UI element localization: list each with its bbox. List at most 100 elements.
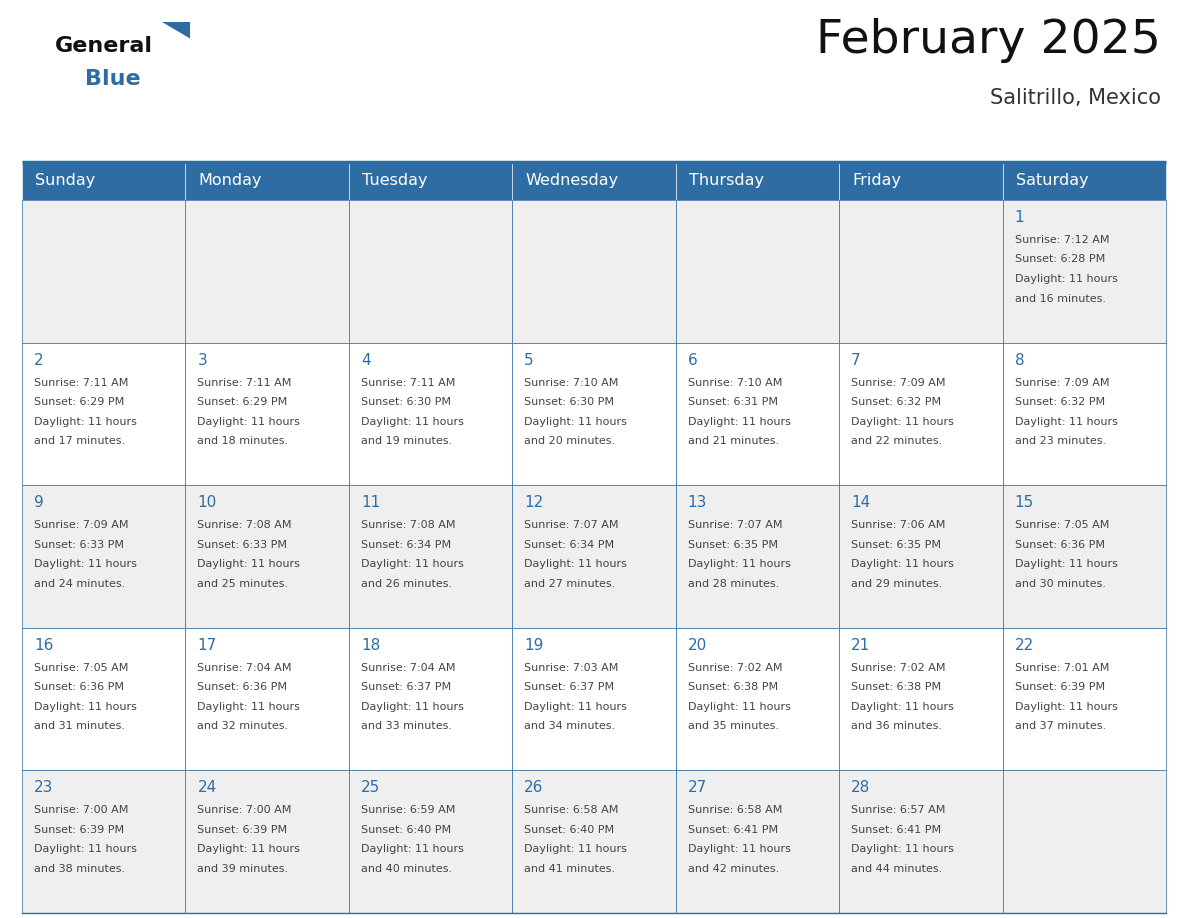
Text: Sunrise: 7:08 AM: Sunrise: 7:08 AM bbox=[197, 521, 292, 531]
Text: Daylight: 11 hours: Daylight: 11 hours bbox=[524, 701, 627, 711]
Bar bbox=[349, 342, 512, 486]
Text: 14: 14 bbox=[851, 495, 871, 510]
Text: 11: 11 bbox=[361, 495, 380, 510]
Bar bbox=[839, 162, 1003, 200]
Text: Sunset: 6:34 PM: Sunset: 6:34 PM bbox=[361, 540, 451, 550]
Bar bbox=[185, 162, 349, 200]
Text: and 28 minutes.: and 28 minutes. bbox=[688, 578, 779, 588]
Bar bbox=[512, 200, 676, 342]
Text: and 42 minutes.: and 42 minutes. bbox=[688, 864, 779, 874]
Text: Sunrise: 7:10 AM: Sunrise: 7:10 AM bbox=[688, 377, 782, 387]
Text: and 25 minutes.: and 25 minutes. bbox=[197, 578, 289, 588]
Text: 6: 6 bbox=[688, 353, 697, 367]
Bar bbox=[185, 770, 349, 913]
Text: Sunrise: 7:10 AM: Sunrise: 7:10 AM bbox=[524, 377, 619, 387]
Text: Sunset: 6:41 PM: Sunset: 6:41 PM bbox=[851, 825, 941, 834]
Text: 13: 13 bbox=[688, 495, 707, 510]
Text: Salitrillo, Mexico: Salitrillo, Mexico bbox=[990, 88, 1161, 108]
Bar bbox=[185, 200, 349, 342]
Text: Daylight: 11 hours: Daylight: 11 hours bbox=[524, 845, 627, 855]
Text: Sunset: 6:40 PM: Sunset: 6:40 PM bbox=[361, 825, 451, 834]
Text: Saturday: Saturday bbox=[1016, 174, 1088, 188]
Text: Sunset: 6:41 PM: Sunset: 6:41 PM bbox=[688, 825, 778, 834]
Text: Sunset: 6:38 PM: Sunset: 6:38 PM bbox=[688, 682, 778, 692]
Text: Daylight: 11 hours: Daylight: 11 hours bbox=[34, 701, 137, 711]
Bar bbox=[676, 200, 839, 342]
Bar bbox=[23, 342, 185, 486]
Text: and 44 minutes.: and 44 minutes. bbox=[851, 864, 942, 874]
Text: Thursday: Thursday bbox=[689, 174, 764, 188]
Text: Sunrise: 7:03 AM: Sunrise: 7:03 AM bbox=[524, 663, 619, 673]
Text: and 20 minutes.: and 20 minutes. bbox=[524, 436, 615, 446]
Text: 22: 22 bbox=[1015, 638, 1034, 653]
Text: and 26 minutes.: and 26 minutes. bbox=[361, 578, 451, 588]
Text: Daylight: 11 hours: Daylight: 11 hours bbox=[361, 559, 463, 569]
Text: Tuesday: Tuesday bbox=[362, 174, 428, 188]
Text: Daylight: 11 hours: Daylight: 11 hours bbox=[1015, 701, 1118, 711]
Text: Sunset: 6:34 PM: Sunset: 6:34 PM bbox=[524, 540, 614, 550]
Text: Daylight: 11 hours: Daylight: 11 hours bbox=[524, 559, 627, 569]
Text: Sunrise: 7:01 AM: Sunrise: 7:01 AM bbox=[1015, 663, 1108, 673]
Bar bbox=[676, 342, 839, 486]
Text: 3: 3 bbox=[197, 353, 207, 367]
Bar bbox=[839, 200, 1003, 342]
Text: 5: 5 bbox=[524, 353, 533, 367]
Text: Sunrise: 7:11 AM: Sunrise: 7:11 AM bbox=[197, 377, 292, 387]
Bar bbox=[512, 162, 676, 200]
Bar bbox=[349, 770, 512, 913]
Text: 17: 17 bbox=[197, 638, 216, 653]
Text: Sunrise: 7:12 AM: Sunrise: 7:12 AM bbox=[1015, 235, 1110, 245]
Text: 20: 20 bbox=[688, 638, 707, 653]
Text: Sunset: 6:32 PM: Sunset: 6:32 PM bbox=[851, 397, 941, 407]
Text: 8: 8 bbox=[1015, 353, 1024, 367]
Text: Sunset: 6:30 PM: Sunset: 6:30 PM bbox=[361, 397, 451, 407]
Text: Sunday: Sunday bbox=[34, 174, 95, 188]
Text: 1: 1 bbox=[1015, 210, 1024, 225]
Text: Daylight: 11 hours: Daylight: 11 hours bbox=[197, 559, 301, 569]
Text: Daylight: 11 hours: Daylight: 11 hours bbox=[361, 417, 463, 427]
Bar bbox=[349, 200, 512, 342]
Text: Sunset: 6:36 PM: Sunset: 6:36 PM bbox=[1015, 540, 1105, 550]
Text: Sunset: 6:37 PM: Sunset: 6:37 PM bbox=[524, 682, 614, 692]
Text: Sunrise: 7:00 AM: Sunrise: 7:00 AM bbox=[34, 805, 128, 815]
Bar bbox=[839, 770, 1003, 913]
Text: Daylight: 11 hours: Daylight: 11 hours bbox=[34, 417, 137, 427]
Text: Sunset: 6:38 PM: Sunset: 6:38 PM bbox=[851, 682, 941, 692]
Text: Daylight: 11 hours: Daylight: 11 hours bbox=[851, 417, 954, 427]
Text: Daylight: 11 hours: Daylight: 11 hours bbox=[524, 417, 627, 427]
Text: Sunrise: 7:11 AM: Sunrise: 7:11 AM bbox=[361, 377, 455, 387]
Text: Daylight: 11 hours: Daylight: 11 hours bbox=[688, 559, 790, 569]
Text: Sunrise: 7:04 AM: Sunrise: 7:04 AM bbox=[361, 663, 455, 673]
Text: and 31 minutes.: and 31 minutes. bbox=[34, 722, 125, 732]
Text: Sunset: 6:30 PM: Sunset: 6:30 PM bbox=[524, 397, 614, 407]
Text: 7: 7 bbox=[851, 353, 861, 367]
Text: and 27 minutes.: and 27 minutes. bbox=[524, 578, 615, 588]
Text: and 38 minutes.: and 38 minutes. bbox=[34, 864, 125, 874]
Text: Sunrise: 7:07 AM: Sunrise: 7:07 AM bbox=[524, 521, 619, 531]
Text: and 22 minutes.: and 22 minutes. bbox=[851, 436, 942, 446]
Bar bbox=[512, 628, 676, 770]
Text: and 34 minutes.: and 34 minutes. bbox=[524, 722, 615, 732]
Text: Sunset: 6:36 PM: Sunset: 6:36 PM bbox=[197, 682, 287, 692]
Text: and 30 minutes.: and 30 minutes. bbox=[1015, 578, 1106, 588]
Text: and 41 minutes.: and 41 minutes. bbox=[524, 864, 615, 874]
Text: Daylight: 11 hours: Daylight: 11 hours bbox=[197, 701, 301, 711]
Text: Daylight: 11 hours: Daylight: 11 hours bbox=[34, 559, 137, 569]
Bar bbox=[23, 628, 185, 770]
Text: 26: 26 bbox=[524, 780, 544, 795]
Text: Sunrise: 6:58 AM: Sunrise: 6:58 AM bbox=[524, 805, 619, 815]
Text: and 36 minutes.: and 36 minutes. bbox=[851, 722, 942, 732]
Text: Sunset: 6:32 PM: Sunset: 6:32 PM bbox=[1015, 397, 1105, 407]
Text: Daylight: 11 hours: Daylight: 11 hours bbox=[1015, 417, 1118, 427]
Text: Sunset: 6:39 PM: Sunset: 6:39 PM bbox=[197, 825, 287, 834]
Bar bbox=[676, 486, 839, 628]
Text: General: General bbox=[55, 36, 153, 56]
Text: and 39 minutes.: and 39 minutes. bbox=[197, 864, 289, 874]
Text: and 21 minutes.: and 21 minutes. bbox=[688, 436, 779, 446]
Text: Sunset: 6:28 PM: Sunset: 6:28 PM bbox=[1015, 254, 1105, 264]
Text: 12: 12 bbox=[524, 495, 544, 510]
Text: Sunset: 6:33 PM: Sunset: 6:33 PM bbox=[197, 540, 287, 550]
Text: Daylight: 11 hours: Daylight: 11 hours bbox=[1015, 559, 1118, 569]
Text: Sunset: 6:39 PM: Sunset: 6:39 PM bbox=[34, 825, 124, 834]
Text: Sunrise: 7:11 AM: Sunrise: 7:11 AM bbox=[34, 377, 128, 387]
